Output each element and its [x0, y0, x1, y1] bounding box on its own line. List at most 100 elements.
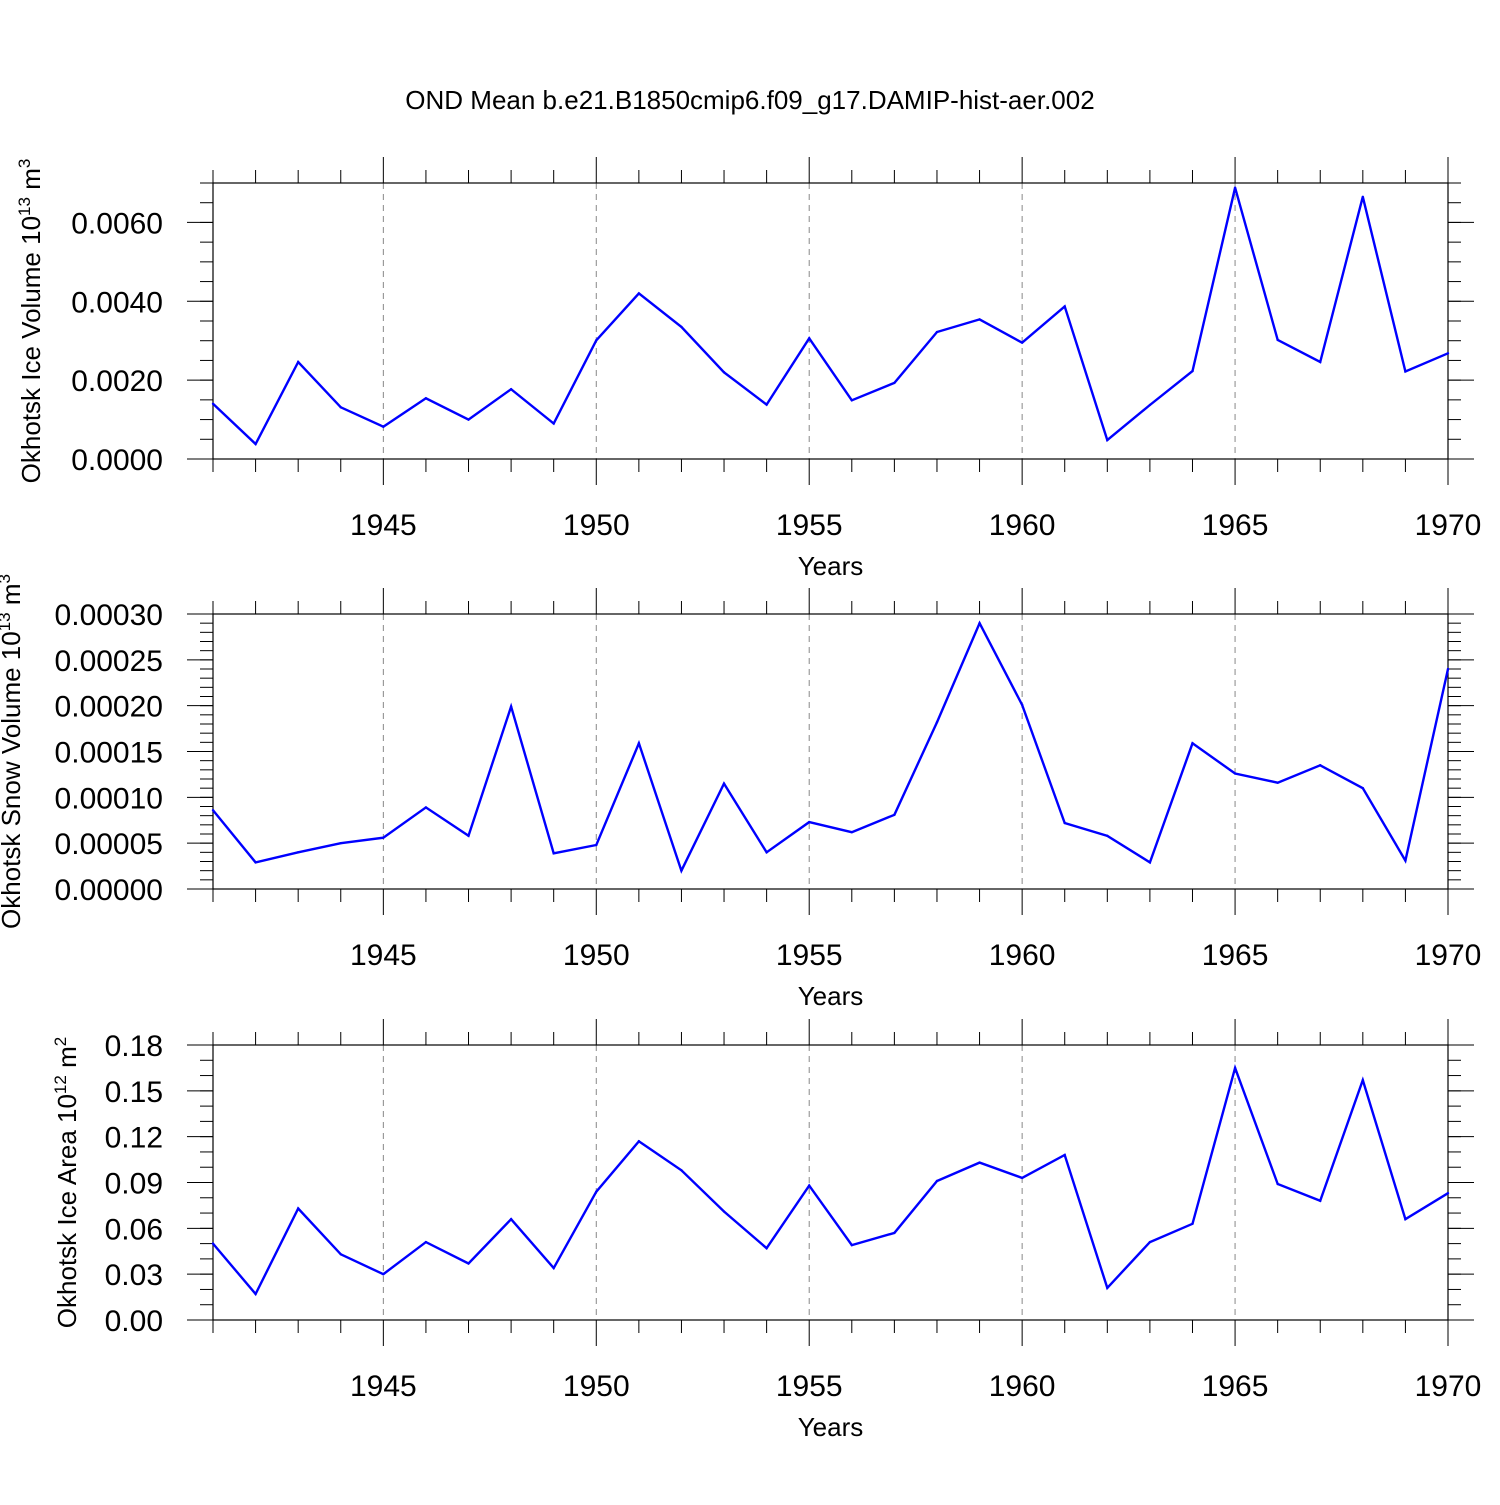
y-tick-label: 0.09 [105, 1168, 163, 1201]
y-tick-label: 0.06 [105, 1213, 163, 1246]
data-point [935, 720, 939, 724]
y-tick-label: 0.12 [105, 1122, 163, 1155]
x-tick-label: 1970 [1415, 939, 1482, 972]
x-tick-label: 1955 [776, 939, 843, 972]
x-axis-label: Years [798, 981, 864, 1011]
data-point [1063, 821, 1066, 825]
data-point [1233, 772, 1237, 775]
data-point [765, 851, 768, 854]
data-point [467, 1262, 470, 1265]
y-tick-label: 0.18 [105, 1030, 163, 1063]
data-point [893, 1231, 896, 1235]
data-point [808, 820, 811, 824]
data-point [1233, 1066, 1237, 1070]
data-point [1319, 360, 1322, 364]
panel-ice-area: 0.00 0.03 0.06 0.09 0.12 0.15 0.18 1945 1950 1955… [51, 1019, 1481, 1442]
x-tick-label: 1965 [1202, 509, 1269, 542]
data-point [595, 339, 598, 342]
data-point [722, 1210, 726, 1213]
x-axis-label: Years [798, 551, 864, 581]
y-tick-label: 0.0000 [71, 444, 163, 477]
data-point [424, 806, 428, 809]
data-point [1063, 1153, 1066, 1157]
series-line-ice-area [212, 1063, 1449, 1297]
data-point [978, 318, 981, 321]
data-point [1446, 1191, 1450, 1195]
data-point [296, 851, 300, 854]
data-point [211, 808, 215, 812]
data-point [637, 742, 641, 745]
data-point [978, 621, 981, 625]
data-point [850, 830, 853, 834]
data-point [808, 1184, 811, 1187]
data-point [1276, 338, 1279, 342]
data-point [935, 330, 939, 334]
data-point [1361, 1078, 1365, 1082]
data-point [1148, 403, 1152, 407]
data-point [935, 1179, 939, 1183]
data-point [765, 403, 768, 406]
data-point [637, 292, 641, 295]
y-tick-label: 0.00015 [55, 737, 163, 770]
y-tick-label: 0.00 [105, 1305, 163, 1338]
x-tick-label: 1965 [1202, 939, 1269, 972]
figure-title: OND Mean b.e21.B1850cmip6.f09_g17.DAMIP-… [405, 85, 1094, 115]
data-point [1106, 1286, 1109, 1290]
data-point [254, 1292, 257, 1296]
data-point [808, 337, 811, 340]
data-point [296, 360, 300, 364]
data-point [296, 1207, 300, 1210]
data-point [339, 841, 342, 845]
data-point [978, 1161, 981, 1164]
data-point [1361, 786, 1365, 790]
data-point [1148, 1240, 1152, 1244]
data-point [509, 1217, 513, 1221]
y-tick-label: 0.0040 [71, 286, 163, 319]
x-axis-label: Years [798, 1412, 864, 1442]
data-point [1404, 859, 1407, 862]
x-tick-label: 1945 [350, 939, 417, 972]
y-tick-label: 0.00005 [55, 828, 163, 861]
data-point [1191, 369, 1194, 373]
y-tick-label: 0.0060 [71, 207, 163, 240]
panel-snow-volume: 0.00000 0.00005 0.00010 0.00015 0.00020 0.000… [0, 574, 1481, 1011]
y-tick-label: 0.03 [105, 1259, 163, 1292]
x-tick-label: 1950 [563, 509, 630, 542]
data-point [552, 1266, 555, 1270]
plot-frame [212, 1044, 1449, 1321]
data-point [1020, 341, 1024, 344]
data-point [424, 1240, 428, 1244]
data-point [382, 836, 385, 839]
data-point [1404, 370, 1407, 373]
data-point [424, 397, 428, 400]
data-point [595, 843, 598, 847]
data-point [1020, 703, 1024, 706]
data-point [339, 1253, 342, 1256]
x-tick-label: 1960 [989, 1370, 1056, 1403]
data-point [467, 418, 470, 421]
x-tick-label: 1955 [776, 1370, 843, 1403]
data-point [893, 381, 896, 385]
data-point [680, 1169, 683, 1172]
data-point [254, 861, 257, 864]
x-tick-label: 1955 [776, 509, 843, 542]
data-point [850, 1243, 853, 1247]
y-axis-label: Okhotsk Ice Area 1012 m2 [51, 1037, 82, 1328]
x-tick-label: 1960 [989, 939, 1056, 972]
data-point [722, 371, 726, 374]
data-point [850, 399, 853, 402]
data-point [509, 388, 513, 391]
data-point [680, 869, 683, 872]
y-tick-label: 0.00000 [55, 874, 163, 907]
data-point [1276, 781, 1279, 784]
data-point [893, 813, 896, 816]
data-point [467, 834, 470, 838]
data-point [1446, 352, 1450, 355]
data-point [382, 1272, 385, 1276]
data-point [339, 406, 342, 409]
series-line-ice-volume [212, 187, 1449, 446]
x-tick-label: 1950 [563, 1370, 630, 1403]
data-point [1063, 305, 1066, 308]
